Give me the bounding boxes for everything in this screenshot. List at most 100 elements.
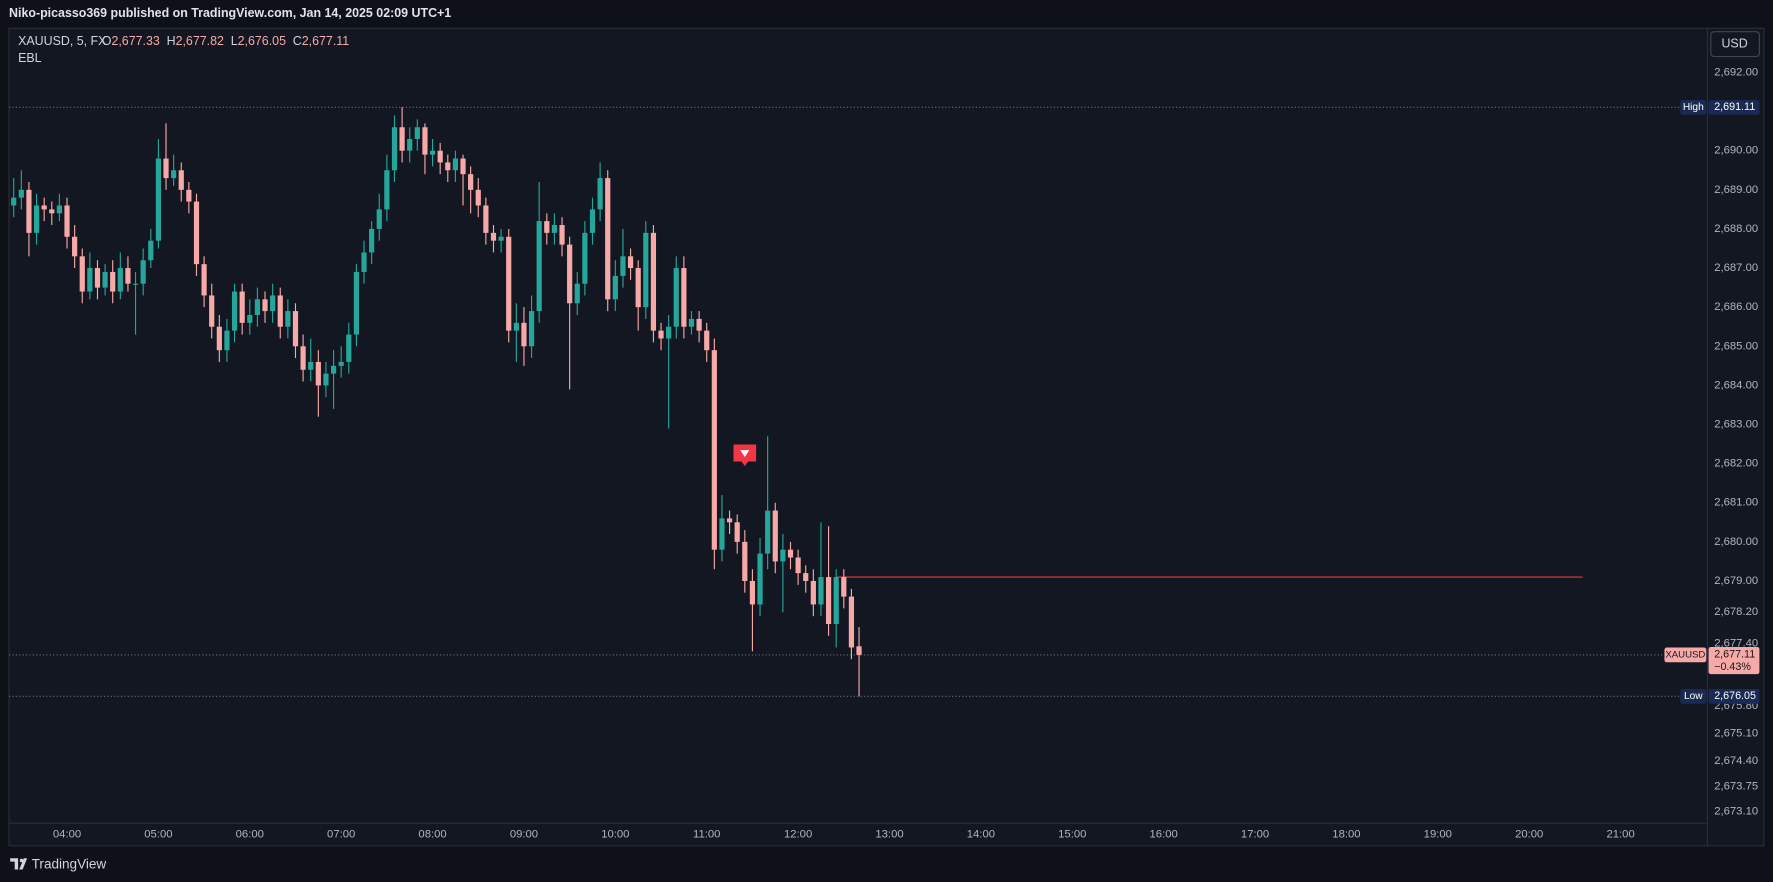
plot-area [9, 106, 1708, 697]
candle-body [87, 268, 93, 292]
ohlc-value: 2,677.33 [111, 34, 159, 48]
candle-body [544, 221, 550, 233]
y-tick-label: 2,679.00 [1714, 575, 1758, 587]
low-value: 2,676.05 [1714, 690, 1756, 702]
y-tick-label: 2,685.00 [1714, 340, 1758, 352]
candle-body [825, 577, 832, 625]
x-tick-label: 05:00 [144, 828, 172, 840]
x-tick-label: 14:00 [967, 828, 995, 840]
candle-body [452, 158, 459, 171]
candle-body [833, 577, 839, 625]
y-tick-label: 2,686.00 [1714, 301, 1758, 313]
candle-body [749, 580, 756, 605]
candle-body [765, 510, 771, 554]
y-tick-label: 2,682.00 [1714, 458, 1758, 470]
candle-body [262, 299, 268, 312]
candle-body [627, 256, 634, 269]
candle-body [605, 178, 611, 300]
ohlc-value: 2,677.82 [176, 34, 224, 48]
low-value-box [1708, 689, 1760, 704]
candle-body [254, 299, 261, 315]
candle-body [41, 205, 47, 210]
candle-body [818, 577, 824, 605]
x-tick-label: 17:00 [1241, 828, 1269, 840]
candle-body [506, 236, 512, 331]
low-label-box [1680, 689, 1707, 704]
candle-body [620, 256, 626, 276]
high-label-box [1680, 99, 1707, 115]
y-tick-label: 2,683.00 [1714, 419, 1758, 431]
candle-body [513, 322, 519, 331]
x-tick-label: 18:00 [1332, 828, 1360, 840]
candle-body [209, 295, 215, 327]
candle-body [132, 283, 139, 285]
candle-body [650, 232, 657, 331]
candle-body [589, 209, 596, 233]
y-tick-label: 2,677.40 [1714, 638, 1758, 650]
currency-label[interactable]: USD [1721, 36, 1747, 50]
candle-body [848, 596, 855, 648]
tradingview-logo [10, 858, 28, 870]
currency-button[interactable] [1710, 31, 1760, 58]
candle-body [567, 244, 573, 304]
candle-body [193, 201, 200, 265]
indicator-label: EBL [18, 51, 42, 65]
y-tick-label: 2,675.10 [1714, 728, 1758, 740]
candle-body [353, 271, 360, 335]
candle-body [384, 170, 390, 210]
candle-body [445, 162, 451, 171]
last-price-change: −0.43% [1714, 661, 1751, 673]
candle-body [772, 510, 778, 562]
candle-body [315, 361, 321, 386]
candle-body [498, 236, 504, 241]
ohlc-value: 2,676.05 [238, 34, 286, 48]
candle-body [734, 522, 740, 542]
candle-body [742, 541, 748, 581]
candle-body [178, 170, 184, 190]
candle-body [704, 330, 710, 351]
low-label: Low [1684, 691, 1703, 702]
x-tick-label: 13:00 [875, 828, 903, 840]
candle-body [841, 577, 847, 597]
candle-body [277, 295, 283, 327]
candle-body [102, 271, 108, 288]
candle-body [612, 275, 618, 300]
candle-body [216, 326, 222, 351]
candle-body [856, 646, 862, 655]
candle-body [391, 127, 398, 171]
y-tick-label: 2,674.40 [1714, 755, 1758, 767]
candle-body [94, 268, 101, 288]
x-tick-label: 16:00 [1150, 828, 1178, 840]
candle-body [155, 158, 162, 241]
candle-body [148, 240, 154, 261]
candle-body [635, 268, 641, 308]
candle-body [536, 221, 542, 312]
high-value-box [1708, 99, 1760, 115]
candle-body [757, 553, 763, 605]
x-tick-label: 15:00 [1058, 828, 1086, 840]
candle-body [688, 318, 695, 327]
candle-body [163, 158, 169, 179]
x-tick-label: 06:00 [236, 828, 264, 840]
candle-body [72, 236, 78, 257]
candle-body [521, 322, 527, 347]
candle-body [110, 271, 116, 292]
candle-body [780, 549, 786, 562]
y-tick-label: 2,678.20 [1714, 606, 1758, 618]
candle-body [429, 150, 436, 155]
candle-body [787, 549, 794, 558]
candle-body [795, 557, 801, 574]
candle-body [490, 232, 497, 241]
x-tick-label: 07:00 [327, 828, 355, 840]
brand: TradingView [32, 857, 107, 872]
candle-body [56, 205, 63, 214]
candle-body [810, 580, 816, 605]
logo-dot [19, 858, 24, 863]
x-tick-label: 10:00 [601, 828, 629, 840]
candle-body [117, 268, 123, 292]
candle-body [528, 311, 535, 347]
candle-body [376, 209, 382, 229]
candle-body [475, 189, 481, 206]
